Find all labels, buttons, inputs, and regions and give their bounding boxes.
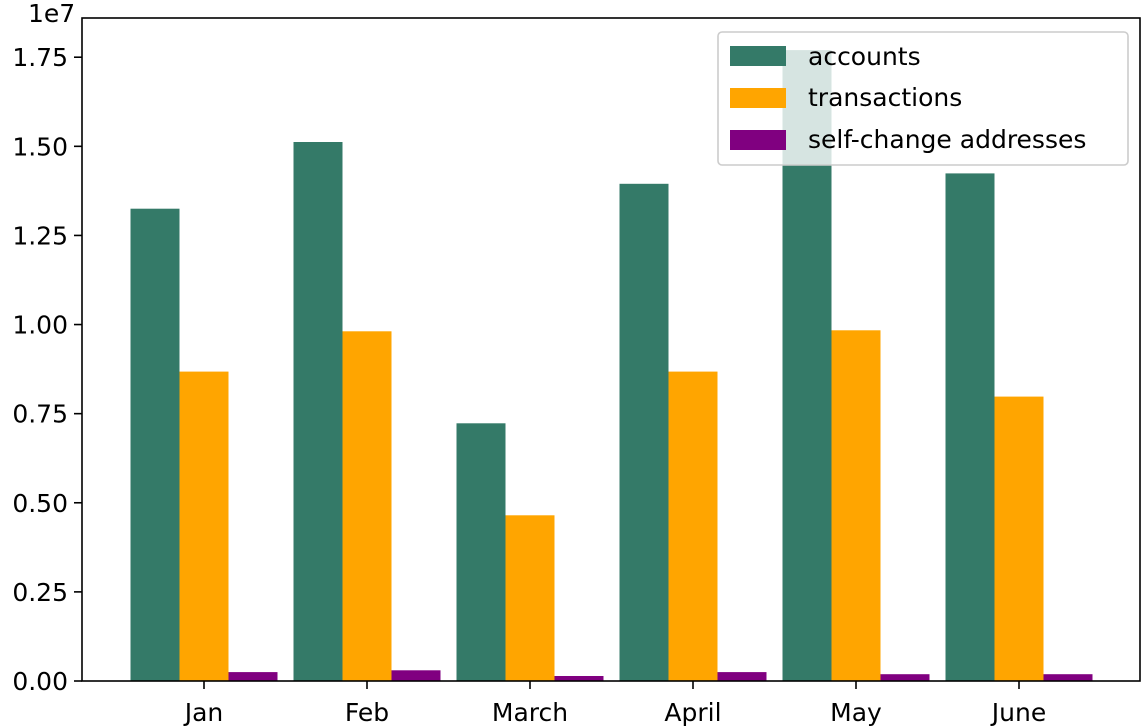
bar-self-change-addresses-may: [880, 674, 930, 681]
bar-transactions-april: [668, 371, 718, 681]
bars-group: [130, 50, 1093, 682]
bar-accounts-april: [619, 183, 669, 682]
x-tick-label: March: [492, 698, 568, 727]
bar-self-change-addresses-april: [717, 672, 767, 681]
legend-swatch-transactions: [730, 88, 786, 108]
legend-label-transactions: transactions: [808, 83, 962, 112]
y-tick-label: 0.75: [12, 400, 68, 429]
bar-transactions-march: [505, 515, 555, 682]
bar-accounts-feb: [293, 142, 343, 681]
y-tick-label: 0.50: [12, 489, 68, 518]
x-tick-label: Feb: [345, 698, 389, 727]
bar-self-change-addresses-march: [554, 676, 604, 681]
x-tick-label: Jan: [183, 698, 224, 727]
bar-self-change-addresses-june: [1043, 674, 1093, 681]
bar-transactions-june: [994, 396, 1044, 681]
legend-box: [717, 31, 1129, 166]
y-tick-label: 0.25: [12, 578, 68, 607]
bar-transactions-feb: [342, 331, 392, 681]
plot-frame: [81, 17, 1141, 682]
y-tick-label: 1.50: [12, 132, 68, 161]
y-tick-label: 1.00: [12, 311, 68, 340]
y-offset-label: 1e7: [28, 0, 75, 28]
y-tick-label: 0.00: [12, 667, 68, 696]
bar-accounts-march: [456, 423, 506, 681]
y-tick-label: 1.25: [12, 221, 68, 250]
bar-accounts-jan: [130, 208, 180, 681]
legend-label-self-change-addresses: self-change addresses: [808, 125, 1086, 154]
x-tick-label: May: [830, 698, 882, 727]
legend-swatch-self-change-addresses: [730, 130, 786, 150]
legend: accounts transactions self-change addres…: [717, 31, 1129, 166]
legend-label-accounts: accounts: [808, 42, 921, 71]
x-tick-label: April: [664, 698, 721, 727]
x-axis: Jan Feb March April May June: [183, 681, 1046, 727]
bar-self-change-addresses-feb: [391, 670, 441, 681]
y-axis: 0.00 0.25 0.50 0.75 1.00 1.25 1.50 1.75: [12, 43, 82, 696]
x-tick-label: June: [990, 698, 1046, 727]
bar-self-change-addresses-jan: [228, 672, 278, 681]
bar-transactions-jan: [179, 371, 229, 681]
legend-swatch-accounts: [730, 46, 786, 66]
bar-transactions-may: [831, 330, 881, 681]
bar-accounts-june: [945, 173, 995, 681]
y-tick-label: 1.75: [12, 43, 68, 72]
